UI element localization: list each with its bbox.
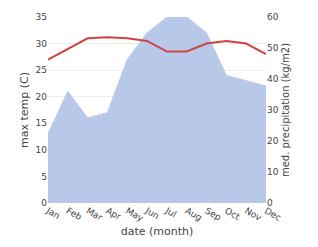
svg-text:0: 0 [41, 198, 47, 208]
svg-text:max temp (C): max temp (C) [18, 72, 31, 148]
svg-text:15: 15 [36, 118, 47, 128]
svg-text:30: 30 [36, 39, 48, 49]
svg-text:10: 10 [267, 167, 279, 177]
svg-text:30: 30 [267, 105, 279, 115]
svg-text:Sep: Sep [203, 205, 223, 222]
svg-text:Oct: Oct [223, 205, 242, 222]
svg-text:40: 40 [267, 74, 279, 84]
svg-text:Mar: Mar [84, 205, 104, 222]
svg-text:Dec: Dec [263, 205, 283, 222]
svg-text:Jun: Jun [143, 205, 161, 221]
svg-text:5: 5 [41, 172, 47, 182]
svg-text:20: 20 [267, 136, 279, 146]
svg-text:Nov: Nov [243, 205, 264, 223]
svg-text:Aug: Aug [183, 205, 203, 222]
svg-text:med. precipitation (kg/m2): med. precipitation (kg/m2) [280, 43, 291, 177]
svg-text:35: 35 [36, 12, 47, 22]
svg-text:Apr: Apr [104, 205, 123, 222]
svg-text:25: 25 [36, 65, 47, 75]
svg-text:0: 0 [267, 198, 273, 208]
svg-text:60: 60 [267, 12, 279, 22]
svg-text:Jan: Jan [44, 205, 62, 221]
svg-text:Jul: Jul [163, 205, 178, 220]
svg-text:May: May [124, 205, 146, 223]
svg-text:50: 50 [267, 43, 279, 53]
svg-text:Feb: Feb [65, 205, 84, 222]
svg-text:10: 10 [36, 145, 48, 155]
svg-text:date (month): date (month) [121, 225, 194, 238]
svg-text:20: 20 [36, 92, 48, 102]
